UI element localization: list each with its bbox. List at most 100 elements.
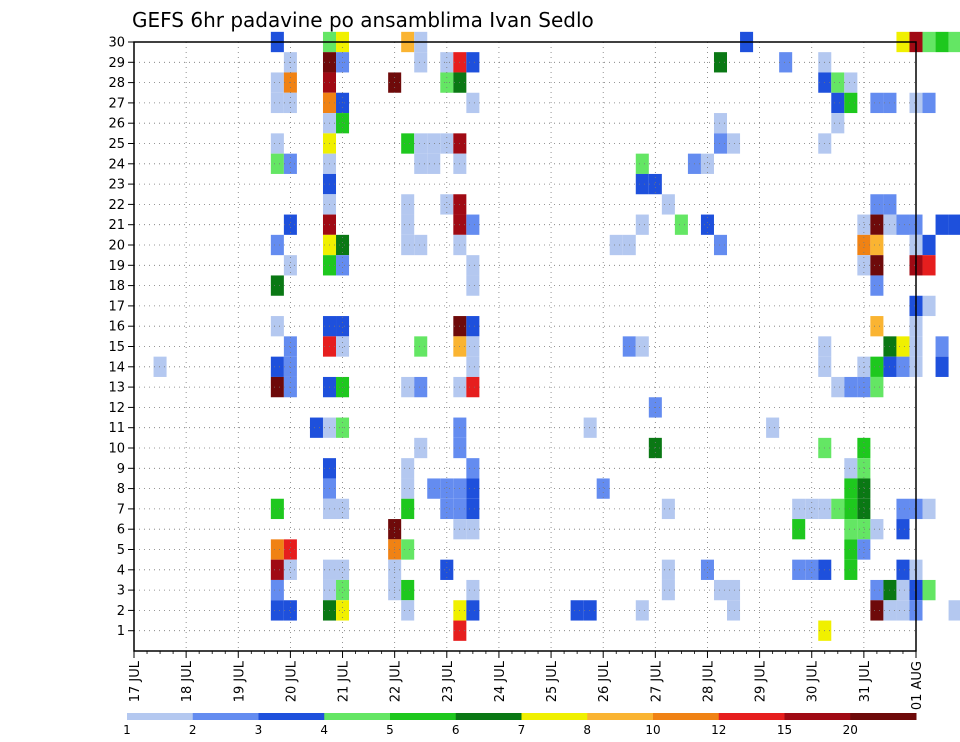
heatmap-cell — [831, 376, 845, 398]
y-tick-label: 15 — [108, 340, 125, 355]
heatmap-cell — [283, 539, 297, 560]
heatmap-cell — [401, 194, 415, 215]
y-tick-label: 11 — [108, 421, 125, 436]
heatmap-cell — [401, 376, 415, 398]
x-tick-label: 01 AUG — [910, 661, 925, 710]
y-tick-label: 6 — [117, 523, 125, 538]
x-tick-label: 28 JUL — [701, 660, 716, 702]
heatmap-cell — [270, 498, 284, 520]
heatmap-cell — [674, 214, 688, 235]
legend-swatch — [653, 713, 720, 720]
heatmap-cell — [857, 214, 871, 235]
heatmap-cell — [805, 559, 819, 580]
heatmap-cell — [870, 255, 884, 276]
heatmap-cell — [270, 559, 284, 580]
y-tick-label: 18 — [108, 279, 125, 294]
heatmap-cell — [270, 92, 284, 114]
legend-label: 12 — [711, 723, 726, 737]
heatmap-cell — [414, 376, 428, 398]
heatmap-cell — [870, 600, 884, 621]
heatmap-cell — [831, 498, 845, 520]
heatmap-cell — [844, 478, 858, 499]
heatmap-cell — [635, 173, 649, 195]
heatmap-cell — [336, 113, 350, 134]
heatmap-cell — [283, 336, 297, 357]
heatmap-cell — [440, 194, 454, 215]
x-tick-label: 24 JUL — [493, 660, 508, 702]
x-tick-label: 22 JUL — [389, 660, 404, 702]
heatmap-cells — [153, 31, 960, 641]
legend-label: 4 — [320, 723, 328, 737]
heatmap-cell — [336, 316, 350, 337]
heatmap-cell — [466, 579, 480, 601]
x-tick-label: 17 JUL — [128, 660, 143, 702]
legend-swatch — [718, 713, 785, 720]
heatmap-cell — [635, 600, 649, 621]
legend-swatch — [127, 713, 194, 720]
heatmap-cell — [270, 600, 284, 621]
x-axis: 17 JUL 18 JUL 19 JUL 20 JUL 21 JUL 22 JUL 23 J… — [128, 651, 925, 710]
legend-swatch — [587, 713, 654, 720]
y-tick-label: 27 — [108, 96, 125, 111]
heatmap-cell — [857, 519, 871, 540]
x-tick-label: 29 JUL — [754, 660, 769, 702]
y-tick-label: 9 — [117, 462, 125, 477]
heatmap-cell — [596, 478, 610, 499]
heatmap-cell — [401, 458, 415, 479]
heatmap-cell — [713, 579, 728, 601]
heatmap-cell — [922, 234, 936, 256]
heatmap-cell — [440, 133, 454, 154]
color-legend: 1 2 3 4 5 6 7 8 10 12 15 20 — [123, 713, 917, 737]
y-tick-label: 3 — [117, 584, 125, 599]
heatmap-cell — [857, 255, 871, 276]
heatmap-cell — [870, 519, 884, 540]
heatmap-cell — [713, 52, 728, 73]
heatmap-cell — [766, 417, 780, 438]
heatmap-cell — [270, 539, 284, 560]
heatmap-cell — [896, 214, 910, 235]
heatmap-cell — [661, 498, 675, 520]
y-tick-label: 28 — [108, 76, 125, 91]
heatmap-cell — [922, 498, 936, 520]
y-tick-label: 29 — [108, 56, 125, 71]
legend-label: 1 — [123, 723, 131, 737]
heatmap-cell — [414, 336, 428, 357]
heatmap-cell — [935, 31, 949, 53]
heatmap-cell — [401, 579, 415, 601]
heatmap-cell — [896, 336, 910, 357]
heatmap-cell — [935, 336, 949, 357]
heatmap-cell — [336, 600, 350, 621]
heatmap-cell — [440, 498, 454, 520]
heatmap-cell — [309, 417, 323, 438]
y-tick-label: 8 — [117, 482, 125, 497]
heatmap-cell — [922, 295, 936, 317]
x-tick-label: 26 JUL — [597, 660, 612, 702]
heatmap-cell — [414, 133, 428, 154]
x-tick-label: 27 JUL — [649, 660, 664, 702]
x-tick-label: 18 JUL — [180, 660, 195, 702]
heatmap-cell — [466, 214, 480, 235]
heatmap-cell — [896, 519, 910, 540]
legend-label: 20 — [843, 723, 858, 737]
heatmap-cell — [870, 579, 884, 601]
heatmap-cell — [857, 539, 871, 560]
legend-swatch — [324, 713, 391, 720]
heatmap-cell — [661, 579, 675, 601]
heatmap-cell — [870, 356, 884, 377]
heatmap-cell — [870, 275, 884, 296]
heatmap-cell — [401, 498, 415, 520]
heatmap-cell — [414, 437, 428, 459]
heatmap-cell — [713, 133, 728, 154]
y-tick-label: 1 — [117, 624, 125, 639]
legend-label: 15 — [777, 723, 792, 737]
heatmap-cell — [609, 234, 623, 256]
heatmap-cell — [870, 92, 884, 114]
y-tick-label: 14 — [108, 360, 125, 375]
heatmap-cell — [270, 234, 284, 256]
heatmap-cell — [831, 113, 845, 134]
heatmap-cell — [466, 376, 480, 398]
heatmap-cell — [336, 579, 350, 601]
heatmap-cell — [935, 356, 949, 377]
heatmap-cell — [283, 559, 297, 580]
heatmap-cell — [792, 559, 806, 580]
